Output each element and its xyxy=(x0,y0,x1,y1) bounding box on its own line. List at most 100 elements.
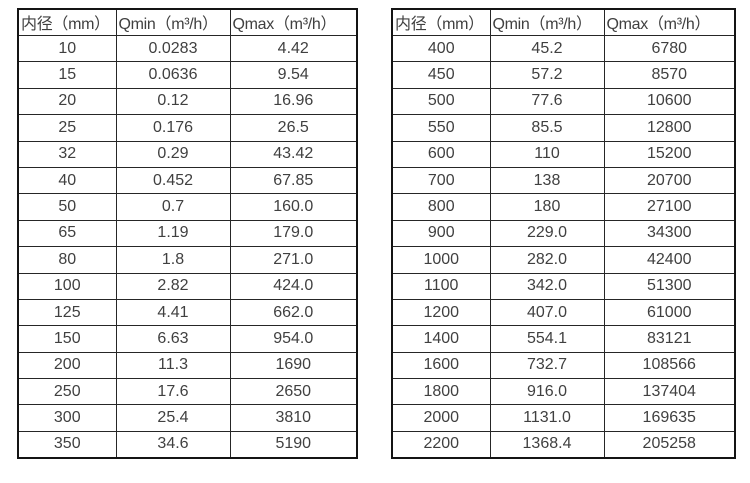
table-cell: 169635 xyxy=(603,404,736,432)
table-row: 1100 342.0 51300 xyxy=(391,272,736,300)
table-cell: 271.0 xyxy=(229,246,358,274)
table-cell: 45.2 xyxy=(489,34,605,63)
table-cell: 5190 xyxy=(229,430,358,459)
table-cell: 2000 xyxy=(391,404,491,432)
table-cell: 10 xyxy=(17,34,117,63)
table-row: 25 0.176 26.5 xyxy=(17,114,358,142)
table-cell: 2650 xyxy=(229,378,358,406)
table-cell: 180 xyxy=(489,193,605,221)
table-row: 450 57.2 8570 xyxy=(391,61,736,89)
table-row: 40 0.452 67.85 xyxy=(17,166,358,195)
table-cell: 407.0 xyxy=(489,298,605,327)
table-row: 100 2.82 424.0 xyxy=(17,272,358,300)
table-row: 500 77.6 10600 xyxy=(391,87,736,116)
table-cell: 900 xyxy=(391,219,491,248)
table-cell: 916.0 xyxy=(489,378,605,406)
table-cell: 125 xyxy=(17,298,117,327)
table-cell: 160.0 xyxy=(229,193,358,221)
table-cell: 554.1 xyxy=(489,325,605,353)
table-row: 1800 916.0 137404 xyxy=(391,378,736,406)
table-body: 400 45.2 6780 450 57.2 8570 500 77.6 10600 550 85.… xyxy=(391,34,736,459)
table-cell: 15200 xyxy=(603,140,736,168)
table-cell: 0.0283 xyxy=(115,34,231,63)
table-row: 80 1.8 271.0 xyxy=(17,246,358,274)
table-row: 2200 1368.4 205258 xyxy=(391,430,736,459)
table-cell: 1.8 xyxy=(115,246,231,274)
table-cell: 1400 xyxy=(391,325,491,353)
table-cell: 662.0 xyxy=(229,298,358,327)
table-cell: 250 xyxy=(17,378,117,406)
table-cell: 50 xyxy=(17,193,117,221)
table-row: 15 0.0636 9.54 xyxy=(17,61,358,89)
table-cell: 61000 xyxy=(603,298,736,327)
table-cell: 110 xyxy=(489,140,605,168)
table-row: 10 0.0283 4.42 xyxy=(17,34,358,63)
table-cell: 85.5 xyxy=(489,114,605,142)
table-cell: 6780 xyxy=(603,34,736,63)
table-cell: 282.0 xyxy=(489,246,605,274)
table-row: 300 25.4 3810 xyxy=(17,404,358,432)
table-cell: 1.19 xyxy=(115,219,231,248)
table-row: 400 45.2 6780 xyxy=(391,34,736,63)
flow-rate-table-large-diameters: 内径（mm） Qmin（m³/h） Qmax（m³/h） 400 45.2 6780 45… xyxy=(391,8,736,459)
table-cell: 1690 xyxy=(229,351,358,380)
table-cell: 20 xyxy=(17,87,117,116)
table-cell: 2200 xyxy=(391,430,491,459)
table-cell: 43.42 xyxy=(229,140,358,168)
table-cell: 205258 xyxy=(603,430,736,459)
table-cell: 424.0 xyxy=(229,272,358,300)
table-row: 350 34.6 5190 xyxy=(17,430,358,459)
table-cell: 26.5 xyxy=(229,114,358,142)
table-cell: 550 xyxy=(391,114,491,142)
table-cell: 0.29 xyxy=(115,140,231,168)
table-cell: 2.82 xyxy=(115,272,231,300)
table-cell: 40 xyxy=(17,166,117,195)
table-cell: 42400 xyxy=(603,246,736,274)
table-row: 50 0.7 160.0 xyxy=(17,193,358,221)
table-body: 10 0.0283 4.42 15 0.0636 9.54 20 0.12 16.96 25 0.1… xyxy=(17,34,358,459)
table-cell: 0.0636 xyxy=(115,61,231,89)
table-cell: 229.0 xyxy=(489,219,605,248)
table-cell: 0.12 xyxy=(115,87,231,116)
table-cell: 17.6 xyxy=(115,378,231,406)
table-cell: 80 xyxy=(17,246,117,274)
table-header-row: 内径（mm） Qmin（m³/h） Qmax（m³/h） xyxy=(391,8,736,36)
table-row: 150 6.63 954.0 xyxy=(17,325,358,353)
table-row: 125 4.41 662.0 xyxy=(17,298,358,327)
column-header: 内径（mm） xyxy=(391,8,491,36)
table-cell: 6.63 xyxy=(115,325,231,353)
table-cell: 400 xyxy=(391,34,491,63)
table-cell: 0.452 xyxy=(115,166,231,195)
table-cell: 450 xyxy=(391,61,491,89)
column-header: Qmax（m³/h） xyxy=(229,8,358,36)
column-header: Qmin（m³/h） xyxy=(489,8,605,36)
table-cell: 954.0 xyxy=(229,325,358,353)
table-cell: 179.0 xyxy=(229,219,358,248)
column-header: Qmax（m³/h） xyxy=(603,8,736,36)
table-cell: 8570 xyxy=(603,61,736,89)
table-cell: 25 xyxy=(17,114,117,142)
table-cell: 12800 xyxy=(603,114,736,142)
table-cell: 34300 xyxy=(603,219,736,248)
table-cell: 16.96 xyxy=(229,87,358,116)
table-cell: 0.176 xyxy=(115,114,231,142)
table-cell: 1100 xyxy=(391,272,491,300)
table-header-row: 内径（mm） Qmin（m³/h） Qmax（m³/h） xyxy=(17,8,358,36)
table-cell: 108566 xyxy=(603,351,736,380)
table-cell: 150 xyxy=(17,325,117,353)
table-row: 1200 407.0 61000 xyxy=(391,298,736,327)
table-cell: 11.3 xyxy=(115,351,231,380)
table-cell: 1368.4 xyxy=(489,430,605,459)
table-cell: 200 xyxy=(17,351,117,380)
table-cell: 800 xyxy=(391,193,491,221)
table-cell: 25.4 xyxy=(115,404,231,432)
table-cell: 100 xyxy=(17,272,117,300)
table-cell: 600 xyxy=(391,140,491,168)
table-row: 700 138 20700 xyxy=(391,166,736,195)
table-cell: 57.2 xyxy=(489,61,605,89)
table-row: 32 0.29 43.42 xyxy=(17,140,358,168)
table-cell: 9.54 xyxy=(229,61,358,89)
table-cell: 4.42 xyxy=(229,34,358,63)
table-cell: 83121 xyxy=(603,325,736,353)
